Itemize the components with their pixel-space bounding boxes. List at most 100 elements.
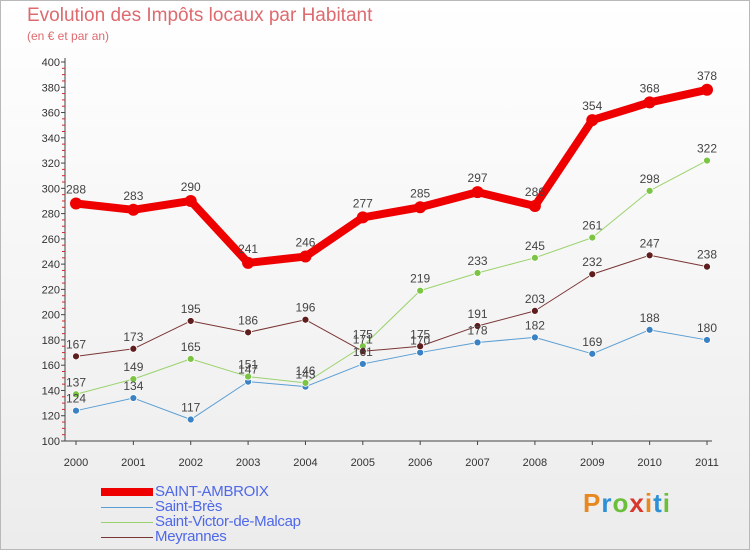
y-tick-label: 200 bbox=[42, 310, 60, 322]
x-tick-label: 2001 bbox=[121, 457, 145, 469]
legend-swatch bbox=[101, 506, 153, 508]
data-point-meyrannes bbox=[244, 328, 252, 337]
data-label-saint-ambroix: 285 bbox=[410, 186, 430, 200]
data-point-meyrannes bbox=[473, 322, 482, 330]
y-tick-label: 340 bbox=[42, 133, 60, 145]
series-line-meyrannes bbox=[75, 254, 708, 357]
data-label-saint-victor-de-malcap: 137 bbox=[66, 375, 86, 389]
y-tick-label: 360 bbox=[42, 108, 60, 120]
logo-letter: o bbox=[612, 488, 630, 518]
data-point-saint-ambroix bbox=[242, 256, 255, 269]
y-tick-label: 180 bbox=[42, 335, 60, 347]
data-point-saint-br-s bbox=[703, 336, 711, 344]
data-point-saint-br-s bbox=[358, 360, 367, 368]
data-label-saint-victor-de-malcap: 165 bbox=[181, 340, 201, 354]
legend-swatch bbox=[101, 521, 153, 523]
data-label-saint-br-s: 180 bbox=[697, 321, 717, 335]
legend-swatch bbox=[101, 488, 153, 496]
legend-label: Meyrannes bbox=[155, 528, 227, 545]
data-label-saint-ambroix: 286 bbox=[525, 185, 545, 199]
data-label-saint-br-s: 161 bbox=[353, 345, 373, 359]
data-label-saint-victor-de-malcap: 151 bbox=[238, 358, 258, 372]
legend-swatch bbox=[101, 536, 153, 538]
data-label-meyrannes: 196 bbox=[295, 301, 315, 315]
data-point-meyrannes bbox=[186, 317, 195, 325]
x-tick-label: 2006 bbox=[408, 457, 432, 469]
data-point-saint-ambroix bbox=[643, 96, 656, 109]
x-tick-label: 2008 bbox=[523, 457, 547, 469]
data-label-saint-br-s: 170 bbox=[410, 334, 430, 348]
data-point-meyrannes bbox=[645, 251, 654, 260]
y-tick-label: 100 bbox=[42, 436, 60, 448]
data-point-saint-victor-de-malcap bbox=[703, 156, 711, 165]
data-point-saint-br-s bbox=[186, 415, 195, 424]
data-point-saint-ambroix bbox=[356, 211, 369, 224]
data-point-saint-ambroix bbox=[127, 203, 140, 216]
data-point-saint-victor-de-malcap bbox=[645, 186, 654, 195]
data-label-saint-victor-de-malcap: 245 bbox=[525, 239, 545, 253]
data-point-saint-br-s bbox=[473, 338, 482, 347]
data-point-meyrannes bbox=[129, 344, 138, 353]
data-point-meyrannes bbox=[703, 262, 711, 271]
y-tick-label: 120 bbox=[42, 411, 60, 423]
data-label-saint-br-s: 178 bbox=[468, 323, 488, 337]
legend-label: Saint-Brès bbox=[155, 498, 223, 515]
data-point-saint-ambroix bbox=[471, 186, 484, 199]
data-point-saint-victor-de-malcap bbox=[129, 375, 138, 383]
data-point-meyrannes bbox=[72, 352, 80, 361]
data-label-meyrannes: 173 bbox=[123, 330, 143, 344]
x-tick-label: 2003 bbox=[236, 457, 260, 469]
data-label-saint-victor-de-malcap: 298 bbox=[640, 172, 660, 186]
data-label-meyrannes: 203 bbox=[525, 292, 545, 306]
x-tick-label: 2005 bbox=[351, 457, 375, 469]
data-label-saint-ambroix: 288 bbox=[66, 182, 86, 196]
logo-letter: i bbox=[644, 488, 654, 518]
chart-subtitle: (en € et par an) bbox=[27, 29, 110, 43]
chart-title: Evolution des Impôts locaux par Habitant bbox=[27, 5, 373, 26]
data-point-saint-victor-de-malcap bbox=[531, 253, 539, 262]
data-label-saint-br-s: 169 bbox=[582, 335, 602, 349]
data-label-meyrannes: 186 bbox=[238, 313, 258, 327]
data-point-meyrannes bbox=[358, 347, 367, 356]
data-point-meyrannes bbox=[531, 306, 539, 315]
x-tick-label: 2000 bbox=[64, 457, 88, 469]
data-point-saint-br-s bbox=[129, 394, 138, 402]
x-tick-label: 2002 bbox=[178, 457, 202, 469]
y-tick-label: 240 bbox=[42, 259, 60, 271]
series-line-saint-ambroix bbox=[72, 85, 711, 267]
logo-letter: i bbox=[662, 488, 671, 518]
data-point-saint-ambroix bbox=[70, 197, 82, 210]
data-point-saint-ambroix bbox=[414, 201, 427, 214]
data-point-meyrannes bbox=[301, 315, 310, 324]
logo-letter: x bbox=[629, 488, 645, 518]
data-point-saint-victor-de-malcap bbox=[588, 233, 597, 242]
data-label-meyrannes: 238 bbox=[697, 248, 717, 262]
y-tick-label: 220 bbox=[42, 284, 60, 296]
x-tick-label: 2011 bbox=[695, 457, 719, 469]
x-tick-label: 2004 bbox=[293, 457, 317, 469]
y-tick-label: 140 bbox=[42, 385, 60, 397]
data-point-saint-victor-de-malcap bbox=[186, 354, 195, 363]
data-label-saint-ambroix: 290 bbox=[181, 180, 201, 194]
data-point-saint-ambroix bbox=[184, 194, 197, 207]
y-tick-label: 400 bbox=[42, 57, 60, 69]
data-point-saint-br-s bbox=[72, 406, 80, 415]
data-label-meyrannes: 191 bbox=[468, 307, 488, 321]
data-label-saint-br-s: 124 bbox=[66, 392, 86, 406]
legend-label: Saint-Victor-de-Malcap bbox=[155, 513, 301, 530]
data-point-saint-ambroix bbox=[701, 83, 713, 96]
data-label-saint-victor-de-malcap: 233 bbox=[468, 254, 488, 268]
data-label-saint-ambroix: 368 bbox=[640, 81, 660, 95]
data-point-saint-victor-de-malcap bbox=[416, 286, 425, 295]
data-point-saint-ambroix bbox=[586, 114, 599, 127]
y-tick-label: 260 bbox=[42, 234, 60, 246]
data-label-meyrannes: 247 bbox=[640, 236, 660, 250]
proxiti-logo: Proxiti bbox=[583, 488, 671, 519]
x-tick-label: 2007 bbox=[465, 457, 489, 469]
data-label-saint-ambroix: 246 bbox=[295, 236, 315, 250]
series-line-saint-victor-de-malcap bbox=[75, 160, 708, 395]
y-tick-label: 380 bbox=[42, 82, 60, 94]
data-point-saint-ambroix bbox=[528, 200, 541, 213]
data-label-saint-br-s: 143 bbox=[295, 368, 315, 382]
data-point-saint-br-s bbox=[531, 333, 539, 342]
